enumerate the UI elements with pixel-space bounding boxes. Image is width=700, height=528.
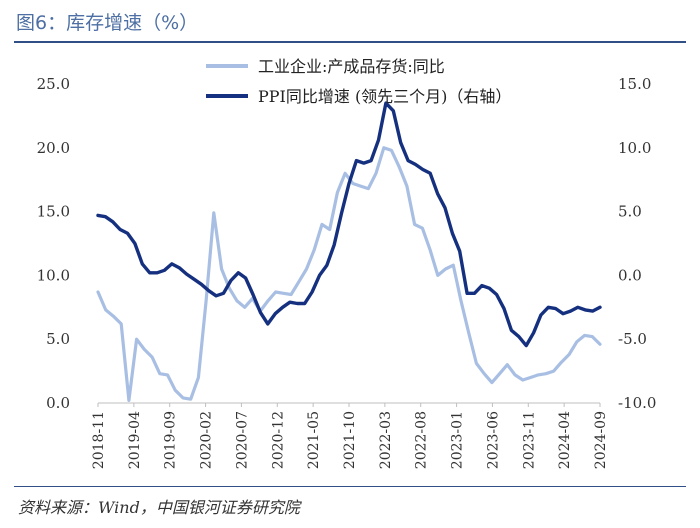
left-tick-label: 5.0 <box>46 330 70 348</box>
source-divider <box>14 486 686 487</box>
x-tick-label: 2020-12 <box>270 411 286 469</box>
x-tick-label: 2022-08 <box>414 411 430 469</box>
series-ppi-line <box>96 101 602 348</box>
x-tick-label: 2019-09 <box>163 411 179 469</box>
right-tick-label: 0.0 <box>618 266 642 284</box>
right-tick-label: -5.0 <box>618 330 647 348</box>
title-underline <box>14 41 686 43</box>
x-tick-label: 2021-05 <box>306 411 322 469</box>
series-layer <box>96 101 602 402</box>
x-tick-label: 2019-04 <box>127 411 143 469</box>
x-tick-label: 2024-04 <box>557 411 573 469</box>
legend: 工业企业:产成品存货:同比 PPI同比增速 (领先三个月)（右轴） <box>206 57 511 106</box>
left-tick-label: 15.0 <box>37 203 70 221</box>
right-tick-label: 15.0 <box>618 75 651 93</box>
x-tick-label: 2020-07 <box>234 411 250 469</box>
left-axis: 0.0 5.0 10.0 15.0 20.0 25.0 <box>37 75 70 412</box>
right-tick-label: 10.0 <box>618 139 651 157</box>
legend-label: PPI同比增速 (领先三个月)（右轴） <box>258 87 511 106</box>
source-note: 资料来源：Wind，中国银河证券研究院 <box>18 498 300 517</box>
x-tick-label: 2023-01 <box>450 411 466 469</box>
right-tick-label: -10.0 <box>618 394 656 412</box>
left-tick-label: 0.0 <box>46 394 70 412</box>
x-tick-label: 2020-02 <box>199 411 215 469</box>
x-axis: 2018-11 2019-04 2019-09 2020-02 2020-07 2020-… <box>91 403 609 469</box>
left-tick-label: 20.0 <box>37 139 70 157</box>
left-tick-label: 10.0 <box>37 266 70 284</box>
x-tick-label: 2018-11 <box>91 411 107 469</box>
right-tick-label: 5.0 <box>618 203 642 221</box>
x-tick-label: 2023-11 <box>521 411 537 469</box>
x-tick-label: 2023-06 <box>485 411 501 469</box>
left-tick-label: 25.0 <box>37 75 70 93</box>
right-axis: -10.0 -5.0 0.0 5.0 10.0 15.0 <box>618 75 656 412</box>
legend-label: 工业企业:产成品存货:同比 <box>258 57 445 76</box>
x-tick-label: 2021-10 <box>342 411 358 469</box>
figure-title: 图6：库存增速（%） <box>16 12 199 34</box>
x-tick-label: 2022-03 <box>378 411 394 469</box>
x-tick-label: 2024-09 <box>593 411 609 469</box>
